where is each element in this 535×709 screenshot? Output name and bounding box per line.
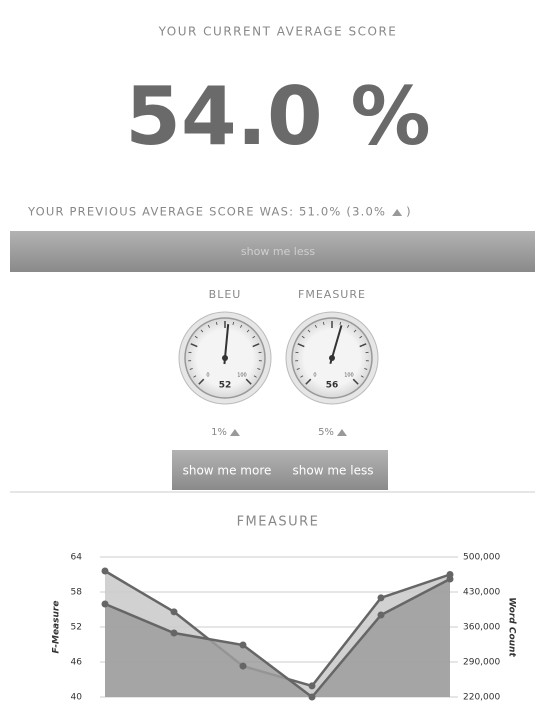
- y2-tick-label: 360,000: [463, 623, 500, 633]
- chart-title: FMEASURE: [237, 515, 320, 530]
- y2-tick-label: 500,000: [463, 553, 500, 563]
- point: [102, 568, 109, 575]
- y2-axis-label: Word Count: [507, 597, 517, 657]
- gauge-range-label: 100: [344, 372, 354, 378]
- point: [378, 612, 385, 619]
- point: [240, 642, 247, 649]
- y-tick-label: 64: [71, 553, 83, 563]
- button[interactable]: show me less: [293, 464, 374, 478]
- point: [171, 630, 178, 637]
- gauge-range-label: 100: [237, 372, 247, 378]
- gauge-range-label: 0: [206, 372, 209, 378]
- y2-tick-label: 430,000: [463, 588, 500, 598]
- y-tick-label: 46: [71, 658, 83, 668]
- previous-close: ): [406, 205, 411, 219]
- toggle-label[interactable]: show me less: [241, 245, 315, 258]
- gauge-value: 56: [326, 381, 339, 391]
- gauge-range-label: 0: [313, 372, 316, 378]
- point: [447, 576, 454, 583]
- score-title: YOUR CURRENT AVERAGE SCORE: [158, 25, 398, 39]
- point: [102, 601, 109, 608]
- button[interactable]: show me more: [183, 464, 272, 478]
- gauge-name: FMEASURE: [298, 288, 366, 301]
- point: [240, 663, 247, 670]
- point: [309, 694, 316, 701]
- y-tick-label: 52: [71, 623, 82, 633]
- y2-tick-label: 220,000: [463, 693, 500, 703]
- previous-score: YOUR PREVIOUS AVERAGE SCORE WAS: 51.0% (…: [27, 205, 386, 219]
- y2-tick-label: 290,000: [463, 658, 500, 668]
- gauge-change: 5%: [318, 427, 334, 438]
- screen: YOUR CURRENT AVERAGE SCORE 54.0 % YOUR P…: [0, 0, 535, 709]
- gauge-change: 1%: [211, 427, 227, 438]
- y-tick-label: 40: [71, 693, 83, 703]
- page: YOUR CURRENT AVERAGE SCORE 54.0 % YOUR P…: [0, 0, 535, 709]
- y-axis-label: F-Measure: [52, 601, 62, 654]
- y-tick-label: 58: [71, 588, 83, 598]
- score: 54.0 %: [125, 70, 430, 163]
- gauge-value: 52: [219, 381, 232, 391]
- gauge-name: BLEU: [209, 288, 242, 301]
- gauge-hub: [329, 355, 335, 361]
- point: [378, 594, 385, 601]
- point: [171, 608, 178, 615]
- gauge-hub: [222, 355, 228, 361]
- point: [309, 682, 316, 689]
